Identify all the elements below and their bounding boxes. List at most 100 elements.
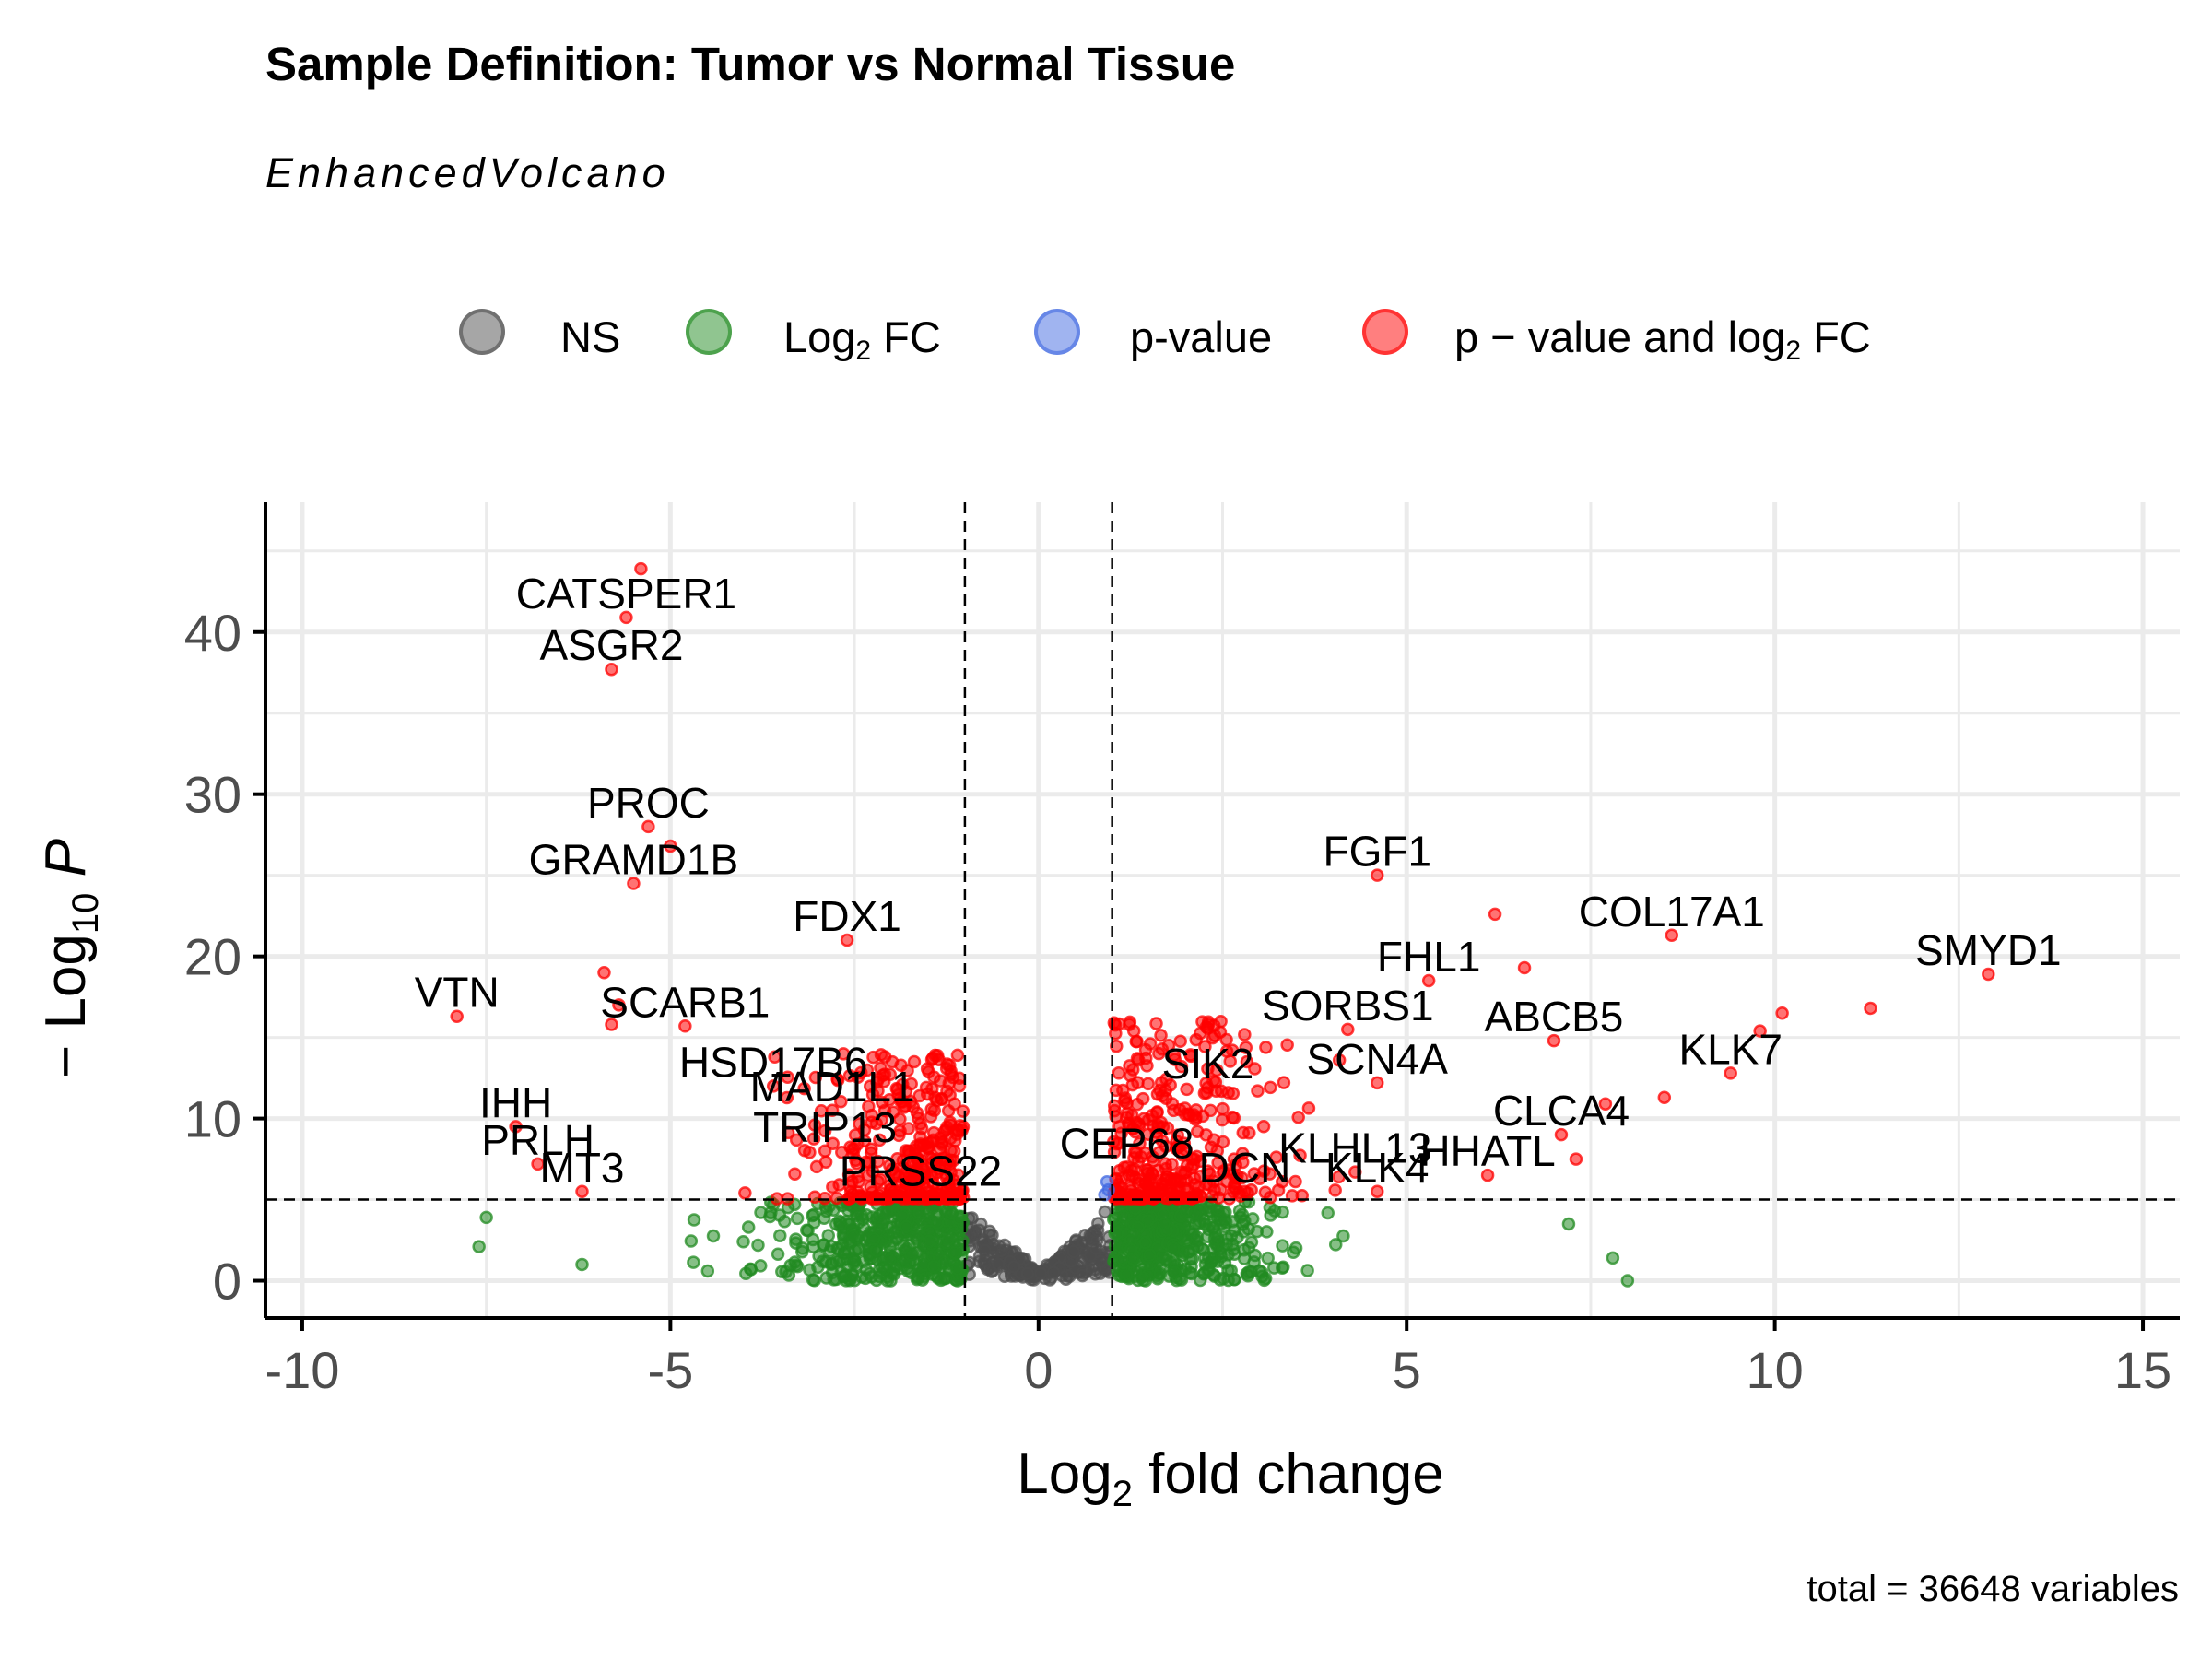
data-point — [783, 1258, 797, 1273]
data-point — [1088, 1263, 1102, 1277]
data-point — [974, 1217, 988, 1231]
threshold-lines — [265, 502, 2180, 1318]
data-point — [827, 1203, 841, 1218]
data-point — [1121, 1106, 1135, 1120]
data-point — [1138, 1235, 1153, 1250]
x-tick-label: 15 — [2114, 1341, 2171, 1399]
data-point — [1341, 1022, 1355, 1037]
x-tick-label: -10 — [265, 1341, 339, 1399]
data-point — [1167, 1048, 1182, 1063]
data-point — [866, 1050, 880, 1065]
data-point — [876, 1068, 890, 1082]
legend-p-marker — [1034, 309, 1080, 355]
data-point — [947, 1144, 961, 1159]
data-point — [1261, 1251, 1275, 1265]
gene-label: TRIP13 — [753, 1103, 897, 1151]
data-point — [1183, 1252, 1197, 1266]
data-point — [773, 1229, 787, 1242]
y-tick-label: 30 — [184, 766, 241, 824]
data-point — [901, 1122, 915, 1135]
data-point — [1226, 1087, 1241, 1100]
data-point — [941, 1103, 956, 1118]
data-point — [1204, 1140, 1218, 1154]
data-point — [1167, 1103, 1181, 1118]
data-point — [1724, 1066, 1737, 1080]
data-point — [797, 1081, 811, 1096]
data-point — [1264, 1080, 1277, 1095]
data-point — [1256, 1119, 1271, 1134]
data-point — [866, 1232, 881, 1246]
data-point — [1287, 1245, 1300, 1259]
data-point — [1219, 1174, 1234, 1189]
data-point — [931, 1271, 945, 1285]
data-point — [1154, 1029, 1168, 1042]
data-point — [1276, 1239, 1289, 1253]
data-point — [1006, 1260, 1021, 1274]
y-tick-label: 20 — [184, 928, 241, 986]
data-point — [861, 1168, 876, 1182]
data-point — [739, 1266, 753, 1280]
data-point — [1207, 1231, 1222, 1246]
data-point — [1180, 1159, 1194, 1172]
data-point — [1134, 1191, 1147, 1205]
data-point — [845, 1268, 859, 1283]
data-point — [848, 1128, 863, 1142]
data-point — [808, 1070, 823, 1085]
data-point — [1178, 1181, 1193, 1194]
data-point — [1665, 928, 1679, 943]
data-point — [1189, 1032, 1203, 1047]
data-point — [1982, 967, 1995, 982]
data-point — [1141, 1127, 1155, 1141]
data-point — [754, 1206, 768, 1219]
data-point — [1046, 1265, 1061, 1279]
data-points — [450, 561, 1995, 1288]
data-point — [910, 1231, 924, 1245]
data-point — [605, 662, 618, 677]
data-point — [1089, 1241, 1103, 1255]
data-point — [1184, 1266, 1199, 1281]
data-point — [930, 1216, 945, 1230]
data-point — [834, 1095, 848, 1109]
data-point — [1140, 1163, 1155, 1178]
data-point — [914, 1122, 929, 1135]
data-point — [1554, 1127, 1569, 1142]
legend-pfc-marker — [1362, 309, 1408, 355]
data-point — [781, 1070, 794, 1084]
data-point — [952, 1211, 967, 1226]
legend-ns-label: NS — [560, 312, 621, 361]
data-point — [840, 933, 854, 947]
data-point — [934, 1131, 947, 1145]
data-point — [1207, 1029, 1222, 1042]
data-point — [509, 1120, 523, 1134]
data-point — [1238, 1028, 1252, 1041]
y-axis-label: − Log10 P — [34, 839, 106, 1078]
data-point — [1194, 1154, 1207, 1169]
data-point — [1606, 1251, 1620, 1265]
data-point — [997, 1269, 1012, 1283]
data-point — [1193, 1170, 1207, 1183]
gene-label: FGF1 — [1323, 828, 1431, 876]
data-point — [706, 1229, 721, 1243]
gene-label: SCN4A — [1307, 1035, 1449, 1083]
data-point — [1328, 1183, 1342, 1197]
data-point — [1201, 1062, 1215, 1076]
gene-label: KLK4 — [1325, 1144, 1430, 1192]
data-point — [1240, 1054, 1254, 1069]
data-point — [1182, 1107, 1195, 1121]
data-point — [1348, 1165, 1362, 1179]
data-point — [751, 1238, 765, 1253]
data-point — [904, 1248, 918, 1262]
data-point — [634, 561, 648, 576]
data-point — [1190, 1230, 1204, 1244]
data-point — [1230, 1230, 1244, 1245]
data-point — [947, 1245, 962, 1260]
data-point — [1131, 1155, 1145, 1169]
data-point — [619, 610, 633, 625]
data-point — [873, 1172, 888, 1186]
data-point — [1236, 1155, 1250, 1170]
data-point — [1252, 1264, 1266, 1278]
data-point — [1775, 1006, 1789, 1020]
data-point — [845, 1230, 860, 1243]
data-point — [928, 1048, 942, 1063]
data-point — [1332, 1053, 1347, 1067]
